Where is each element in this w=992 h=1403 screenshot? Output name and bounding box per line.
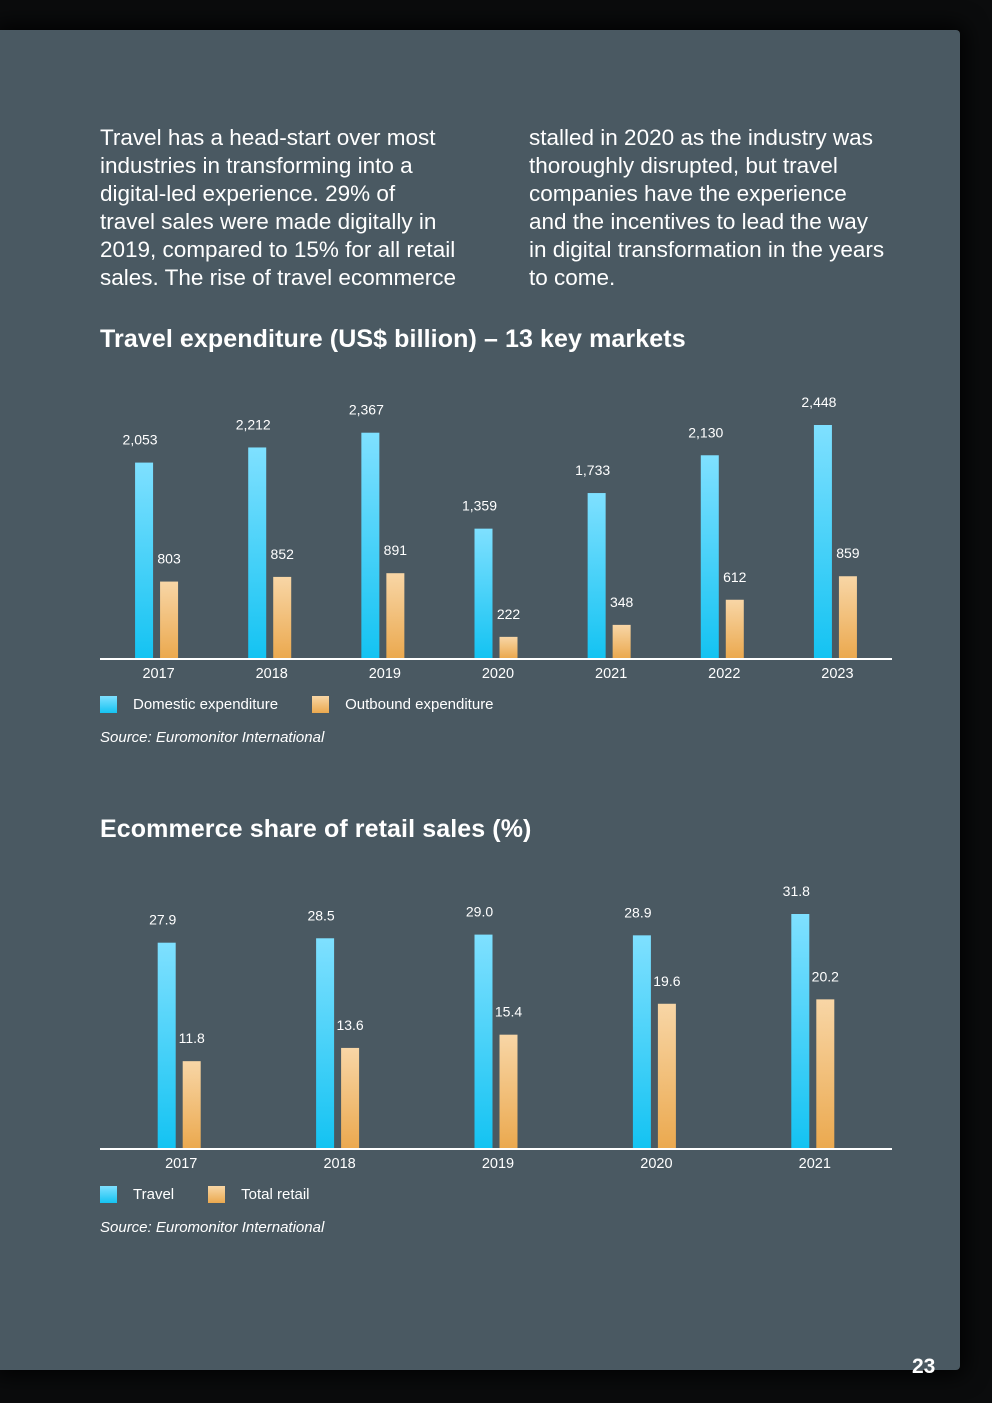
bar-blue-2020 (474, 528, 493, 658)
tick-label-2020: 2020 (640, 1156, 672, 1172)
bar-blue-2018 (248, 447, 267, 658)
bar-blue-2017 (135, 462, 154, 658)
bar-orange-2018 (341, 1047, 360, 1148)
value-label-orange-2022: 612 (723, 569, 747, 585)
bar-blue-2021 (587, 493, 606, 658)
bar-blue-2022 (700, 455, 719, 658)
intro-text-right: stalled in 2020 as the industry was thor… (529, 125, 885, 290)
bar-blue-2019 (361, 432, 380, 658)
value-label-orange-2021: 20.2 (812, 968, 839, 984)
legend-swatch-domestic (100, 696, 117, 713)
legend-label-domestic: Domestic expenditure (133, 696, 279, 713)
legend-label-total-retail: Total retail (241, 1186, 310, 1203)
value-label-blue-2023: 2,448 (801, 394, 836, 410)
bar-orange-2021 (612, 624, 631, 658)
legend-label-outbound: Outbound expenditure (345, 696, 494, 713)
page-number: 23 (912, 1355, 936, 1378)
chart2-title: Ecommerce share of retail sales (%) (100, 815, 532, 843)
bar-orange-2020 (657, 1003, 676, 1148)
legend-swatch-outbound (312, 696, 330, 713)
value-label-blue-2020: 28.9 (624, 904, 651, 920)
chart2-source: Source: Euromonitor International (100, 1219, 325, 1236)
bar-orange-2023 (838, 576, 857, 658)
bar-blue-2019 (474, 934, 493, 1148)
bar-orange-2022 (725, 599, 744, 658)
value-label-orange-2021: 348 (610, 594, 634, 610)
value-label-blue-2022: 2,130 (688, 424, 723, 440)
tick-label-2017: 2017 (165, 1156, 197, 1172)
tick-label-2019: 2019 (482, 1156, 514, 1172)
value-label-blue-2021: 1,733 (575, 462, 610, 478)
value-label-orange-2020: 222 (497, 606, 521, 622)
value-label-orange-2020: 19.6 (653, 973, 680, 989)
chart1-legend: Domestic expenditure Outbound expenditur… (100, 696, 528, 713)
chart1-title: Travel expenditure (US$ billion) – 13 ke… (100, 325, 686, 353)
report-page: Travel has a head-start over most indust… (0, 30, 960, 1378)
value-label-blue-2021: 31.8 (783, 883, 810, 899)
tick-label-2017: 2017 (142, 666, 174, 682)
tick-label-2018: 2018 (323, 1156, 355, 1172)
legend-label-travel: Travel (133, 1186, 175, 1203)
value-label-orange-2018: 852 (271, 546, 295, 562)
legend-item-travel: Travel (100, 1186, 174, 1203)
ecommerce-share-chart: 27.9 11.8 2017 28.5 13.6 2018 29.0 15.4 2019 28.9… (100, 883, 892, 1172)
value-label-orange-2019: 15.4 (495, 1004, 522, 1020)
bar-orange-2019 (499, 1034, 518, 1148)
value-label-orange-2023: 859 (836, 545, 860, 561)
bar-blue-2023 (813, 425, 832, 658)
bar-orange-2018 (273, 576, 292, 658)
value-label-blue-2017: 2,053 (123, 432, 158, 448)
bar-blue-2018 (316, 938, 335, 1148)
legend-item-domestic: Domestic expenditure (100, 696, 278, 713)
legend-item-total-retail: Total retail (208, 1186, 310, 1203)
tick-label-2021: 2021 (595, 666, 627, 682)
tick-label-2020: 2020 (482, 666, 514, 682)
value-label-orange-2018: 13.6 (336, 1017, 363, 1033)
chart1-source: Source: Euromonitor International (100, 729, 325, 746)
value-label-blue-2018: 2,212 (236, 416, 271, 432)
bar-orange-2021 (816, 999, 835, 1148)
bar-orange-2019 (386, 573, 405, 658)
bar-blue-2020 (632, 935, 651, 1148)
tick-label-2022: 2022 (708, 666, 740, 682)
legend-swatch-total-retail (208, 1186, 226, 1203)
value-label-orange-2019: 891 (384, 542, 408, 558)
tick-label-2021: 2021 (799, 1156, 831, 1172)
bar-blue-2017 (157, 942, 176, 1148)
value-label-blue-2019: 2,367 (349, 402, 384, 418)
tick-label-2023: 2023 (821, 666, 853, 682)
legend-item-outbound: Outbound expenditure (312, 696, 494, 713)
value-label-blue-2020: 1,359 (462, 498, 497, 514)
value-label-orange-2017: 803 (157, 551, 181, 567)
chart2-legend: Travel Total retail (100, 1186, 344, 1203)
value-label-orange-2017: 11.8 (179, 1030, 205, 1046)
travel-expenditure-chart: 2,053 803 2017 2,212 852 2018 2,367 891 2019 1,35… (100, 394, 892, 682)
intro-text-left: Travel has a head-start over most indust… (100, 125, 456, 290)
value-label-blue-2017: 27.9 (149, 912, 176, 928)
legend-swatch-travel (100, 1186, 117, 1203)
value-label-blue-2018: 28.5 (307, 907, 334, 923)
tick-label-2018: 2018 (256, 666, 288, 682)
bar-blue-2021 (791, 914, 810, 1148)
value-label-blue-2019: 29.0 (466, 904, 493, 920)
bar-orange-2017 (182, 1061, 201, 1148)
bar-orange-2017 (160, 581, 179, 658)
bar-orange-2020 (499, 636, 518, 658)
tick-label-2019: 2019 (369, 666, 401, 682)
